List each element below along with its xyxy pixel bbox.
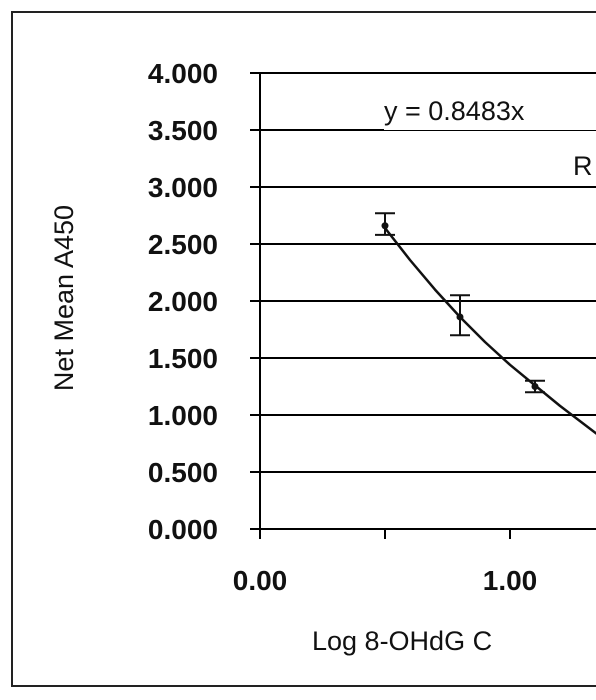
y-tick-label: 1.000 [148, 400, 218, 431]
x-tick-label: 0.00 [233, 565, 288, 596]
y-tick-label: 3.500 [148, 115, 218, 146]
y-tick-label: 4.000 [148, 58, 218, 89]
y-tick-label: 1.500 [148, 343, 218, 374]
axes [250, 72, 596, 539]
y-tick-label: 2.500 [148, 229, 218, 260]
y-tick-label: 2.000 [148, 286, 218, 317]
data-point [531, 383, 539, 390]
x-tick-label: 1.00 [483, 565, 538, 596]
data-point [456, 313, 464, 321]
r-squared-label: R [573, 151, 593, 181]
x-tick-labels: 0.00 1.00 [233, 565, 538, 596]
y-tick-label: 3.000 [148, 172, 218, 203]
y-tick-label: 0.000 [148, 514, 218, 545]
y-tick-labels: 4.000 3.500 3.000 2.500 2.000 1.500 1.000 0.500… [148, 58, 218, 545]
trendline-equation: y = 0.8483x [384, 96, 525, 126]
equation-box [384, 92, 596, 130]
data-point [381, 222, 389, 230]
data-points [381, 222, 539, 390]
x-axis-title: Log 8-OHdG C [312, 626, 492, 656]
y-axis-title: Net Mean A450 [49, 205, 79, 391]
error-bars [375, 212, 545, 394]
trendline [384, 227, 596, 435]
chart-frame [11, 11, 596, 687]
gridlines [260, 72, 596, 473]
y-tick-label: 0.500 [148, 457, 218, 488]
trendline-path [384, 227, 596, 435]
